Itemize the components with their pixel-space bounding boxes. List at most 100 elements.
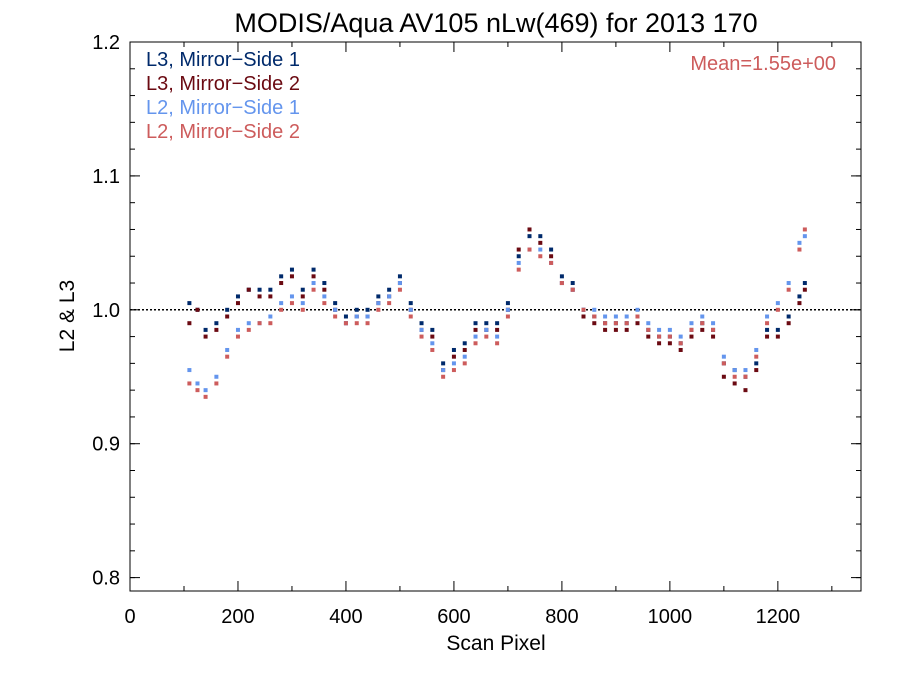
data-point [408, 301, 413, 306]
data-point [300, 287, 305, 292]
data-point [365, 314, 370, 319]
data-point [203, 327, 208, 332]
data-point [678, 341, 683, 346]
data-point [635, 307, 640, 312]
data-point [667, 334, 672, 339]
data-point [570, 281, 575, 286]
data-point [279, 274, 284, 279]
data-point [279, 307, 284, 312]
data-point [225, 354, 230, 359]
data-point [635, 321, 640, 326]
data-point [451, 361, 456, 366]
data-point [257, 287, 262, 292]
data-point [516, 260, 521, 265]
data-point [732, 374, 737, 379]
data-point [397, 287, 402, 292]
data-point [646, 321, 651, 326]
data-point [657, 334, 662, 339]
x-tick-label: 600 [437, 606, 470, 628]
data-point [354, 314, 359, 319]
data-point [451, 347, 456, 352]
data-point [246, 287, 251, 292]
data-point [700, 327, 705, 332]
data-point [786, 314, 791, 319]
legend-entry-2: L3, Mirror−Side 2 [146, 73, 300, 95]
data-point [743, 388, 748, 393]
data-point [289, 301, 294, 306]
legend-entry-4: L2, Mirror−Side 2 [146, 121, 300, 143]
data-point [635, 314, 640, 319]
data-point [581, 307, 586, 312]
data-point [516, 254, 521, 259]
data-point [268, 287, 273, 292]
data-point [462, 354, 467, 359]
data-point [419, 321, 424, 326]
data-point [187, 301, 192, 306]
data-point [754, 368, 759, 373]
data-point [765, 334, 770, 339]
data-point [527, 227, 532, 232]
axis-ticks: 0 200 400 600 800 1000 1200 0.8 0.9 1.0 1.1 1.2 [92, 32, 861, 628]
data-point [495, 334, 500, 339]
data-point [754, 361, 759, 366]
plot-frame [129, 41, 862, 592]
data-point [711, 334, 716, 339]
data-point [802, 234, 807, 239]
data-point [225, 314, 230, 319]
data-point [257, 294, 262, 299]
data-point [246, 321, 251, 326]
data-point [430, 334, 435, 339]
x-tick-label: 400 [329, 606, 362, 628]
legend-entry-3: L2, Mirror−Side 1 [146, 97, 300, 119]
data-point [484, 327, 489, 332]
data-point [203, 388, 208, 393]
data-point [505, 314, 510, 319]
data-point [322, 281, 327, 286]
data-point [203, 334, 208, 339]
data-point [765, 321, 770, 326]
data-point [732, 368, 737, 373]
data-point [187, 381, 192, 386]
data-point [462, 347, 467, 352]
data-point [311, 274, 316, 279]
data-point [343, 314, 348, 319]
data-point [743, 374, 748, 379]
x-axis-label: Scan Pixel [446, 632, 545, 655]
data-point [246, 327, 251, 332]
data-point [646, 327, 651, 332]
data-point [300, 301, 305, 306]
data-point [711, 321, 716, 326]
data-point [786, 287, 791, 292]
data-point [624, 321, 629, 326]
data-point [657, 341, 662, 346]
data-point [495, 341, 500, 346]
data-point [559, 274, 564, 279]
data-point [430, 341, 435, 346]
data-point [268, 314, 273, 319]
data-point [678, 334, 683, 339]
data-point [387, 301, 392, 306]
data-point [765, 314, 770, 319]
series-1 [187, 234, 807, 379]
data-point [365, 321, 370, 326]
x-tick-label: 200 [221, 606, 254, 628]
data-point [289, 274, 294, 279]
data-point [214, 381, 219, 386]
legend-entry-1: L3, Mirror−Side 1 [146, 49, 300, 71]
plot-area [130, 227, 861, 399]
x-tick-label: 1000 [648, 606, 693, 628]
data-point [592, 321, 597, 326]
data-point [775, 307, 780, 312]
data-point [225, 347, 230, 352]
data-point [592, 314, 597, 319]
data-point [195, 307, 200, 312]
data-point [797, 294, 802, 299]
data-point [214, 321, 219, 326]
data-point [441, 361, 446, 366]
data-point [322, 301, 327, 306]
data-point [195, 388, 200, 393]
data-point [516, 267, 521, 272]
data-point [387, 287, 392, 292]
data-point [365, 307, 370, 312]
